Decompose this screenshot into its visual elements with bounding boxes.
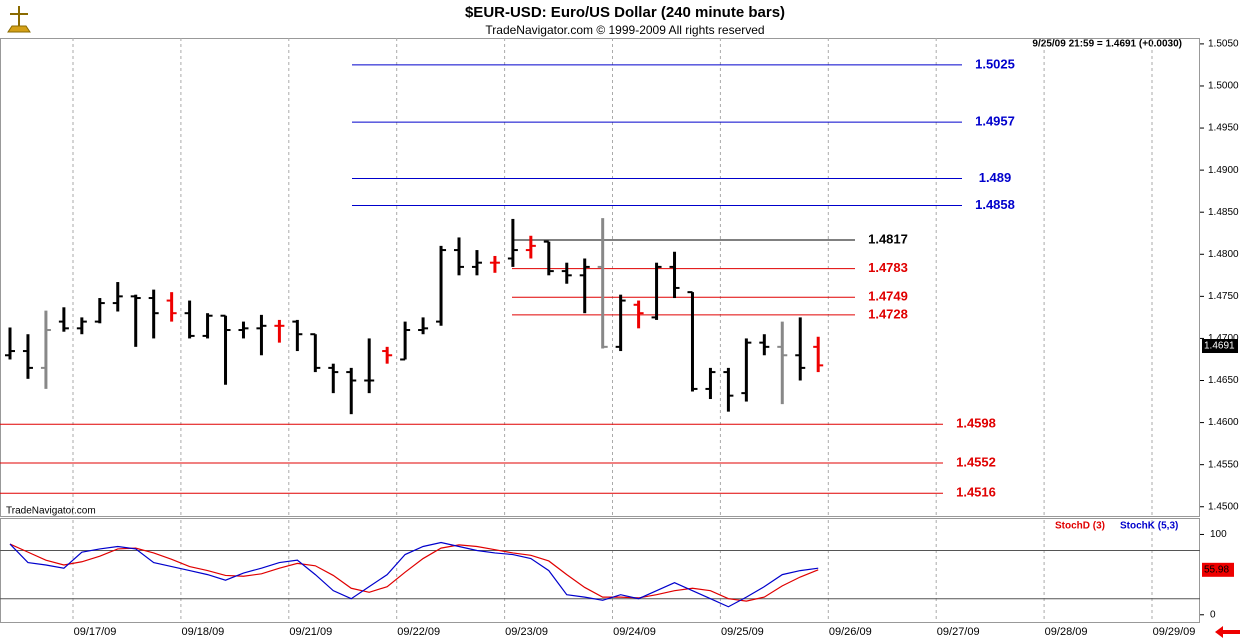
last-price-tag <box>1202 339 1238 354</box>
y-tick-label: 1.4750 <box>1208 291 1239 302</box>
x-tick-label: 09/26/09 <box>829 626 872 638</box>
x-tick-label: 09/22/09 <box>397 626 440 638</box>
stoch-frame <box>0 518 1200 623</box>
y-tick-label: 1.4700 <box>1208 333 1239 344</box>
x-tick-label: 09/28/09 <box>1045 626 1088 638</box>
info-label: 9/25/09 21:59 = 1.4691 (+0.0030) <box>1032 39 1182 50</box>
x-tick-label: 09/21/09 <box>289 626 332 638</box>
chart-title: $EUR-USD: Euro/US Dollar (240 minute bar… <box>465 4 785 21</box>
x-tick-label: 09/18/09 <box>181 626 224 638</box>
x-tick-label: 09/24/09 <box>613 626 656 638</box>
x-tick-label: 09/29/09 <box>1153 626 1196 638</box>
y-tick-label: 1.4650 <box>1208 375 1239 386</box>
y-tick-label: 1.4850 <box>1208 207 1239 218</box>
level-label: 1.489 <box>979 170 1012 185</box>
y-tick-label: 1.4550 <box>1208 459 1239 470</box>
legend-label: StochK (5,3) <box>1120 521 1178 532</box>
logo <box>7 6 31 33</box>
y-tick-label: 0 <box>1210 609 1216 620</box>
stoch-line <box>9 541 819 608</box>
main-frame <box>0 38 1200 517</box>
y-tick-label: 1.4500 <box>1208 501 1239 512</box>
legend-label: StochD (3) <box>1055 521 1105 532</box>
level-label: 1.4552 <box>956 454 996 469</box>
x-tick-label: 09/17/09 <box>74 626 117 638</box>
chart-subtitle: TradeNavigator.com © 1999-2009 All right… <box>485 23 764 37</box>
x-tick-label: 09/23/09 <box>505 626 548 638</box>
level-label: 1.4817 <box>868 231 908 246</box>
y-tick-label: 1.4900 <box>1208 165 1239 176</box>
stoch-last-label: 55.98 <box>1204 564 1229 575</box>
level-label: 1.4783 <box>868 260 908 275</box>
y-tick-label: 1.4600 <box>1208 417 1239 428</box>
y-tick-label: 100 <box>1210 529 1227 540</box>
y-tick-label: 1.5050 <box>1208 39 1239 50</box>
level-label: 1.4957 <box>975 114 1015 129</box>
level-label: 1.4728 <box>868 306 908 321</box>
level-label: 1.4749 <box>868 289 908 304</box>
y-tick-label: 1.4800 <box>1208 249 1239 260</box>
level-label: 1.4858 <box>975 197 1015 212</box>
level-label: 1.4516 <box>956 485 996 500</box>
level-label: 1.4598 <box>956 416 996 431</box>
last-price-label: 1.4691 <box>1204 341 1235 352</box>
x-tick-label: 09/25/09 <box>721 626 764 638</box>
y-tick-label: 1.5000 <box>1208 81 1239 92</box>
scroll-arrow[interactable] <box>1215 626 1240 638</box>
y-tick-label: 1.4950 <box>1208 123 1239 134</box>
level-label: 1.5025 <box>975 56 1015 71</box>
watermark: TradeNavigator.com <box>6 506 96 517</box>
x-tick-label: 09/27/09 <box>937 626 980 638</box>
stoch-last-tag <box>1202 562 1234 577</box>
stoch-line <box>9 543 819 602</box>
